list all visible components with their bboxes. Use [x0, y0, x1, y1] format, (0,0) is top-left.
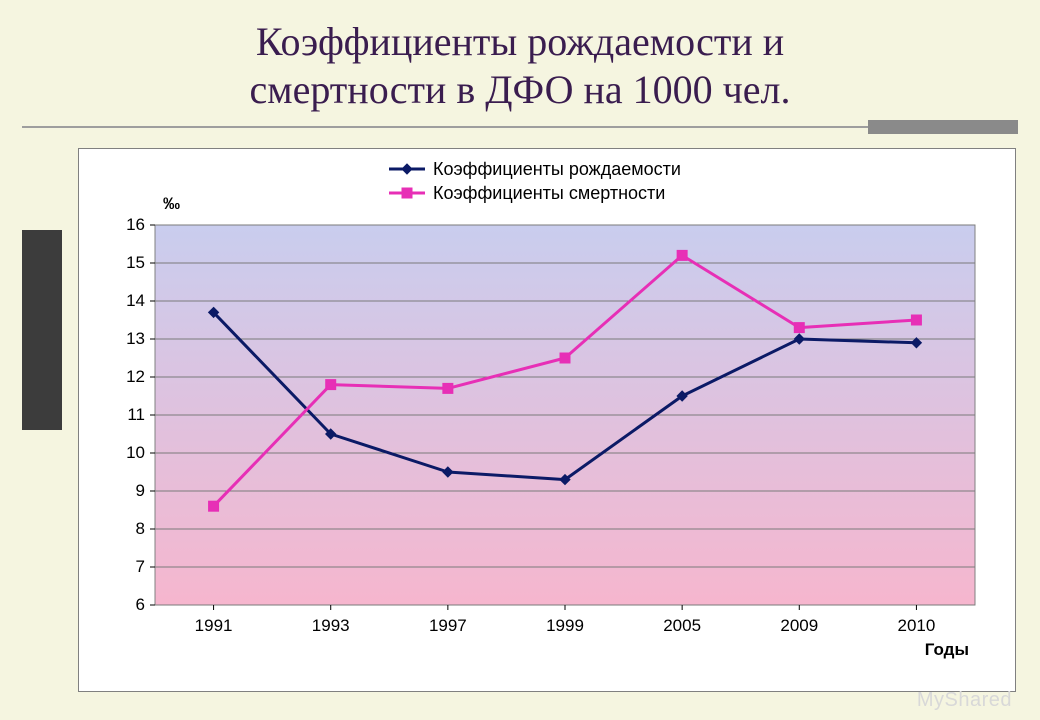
- svg-text:15: 15: [126, 253, 145, 272]
- svg-text:2010: 2010: [898, 616, 936, 635]
- title-line-2: смертности в ДФО на 1000 чел.: [250, 67, 791, 112]
- svg-text:13: 13: [126, 329, 145, 348]
- svg-text:1991: 1991: [195, 616, 233, 635]
- svg-text:10: 10: [126, 443, 145, 462]
- svg-text:7: 7: [136, 557, 145, 576]
- slide-side-accent: [22, 230, 62, 430]
- svg-text:11: 11: [127, 405, 145, 424]
- svg-text:‰: ‰: [163, 194, 180, 213]
- chart-svg: 6 7 8 9 10 11 12 13 14 15 16 1991 1993 1997 1999 2005 20…: [79, 149, 1015, 691]
- watermark: MyShared: [917, 689, 1012, 712]
- svg-text:2009: 2009: [780, 616, 818, 635]
- slide-title: Коэффициенты рождаемости и смертности в …: [0, 18, 1040, 114]
- svg-text:6: 6: [136, 595, 145, 614]
- svg-text:9: 9: [136, 481, 145, 500]
- svg-text:14: 14: [126, 291, 145, 310]
- svg-text:2005: 2005: [663, 616, 701, 635]
- svg-text:Коэффициенты смертности: Коэффициенты смертности: [433, 183, 665, 203]
- chart-panel: 6 7 8 9 10 11 12 13 14 15 16 1991 1993 1997 1999 2005 20…: [78, 148, 1016, 692]
- svg-text:8: 8: [136, 519, 145, 538]
- svg-text:1993: 1993: [312, 616, 350, 635]
- svg-text:1999: 1999: [546, 616, 584, 635]
- svg-text:16: 16: [126, 215, 145, 234]
- svg-text:12: 12: [126, 367, 145, 386]
- svg-text:Годы: Годы: [925, 640, 969, 659]
- svg-text:Коэффициенты рождаемости: Коэффициенты рождаемости: [433, 159, 681, 179]
- svg-text:1997: 1997: [429, 616, 467, 635]
- title-rule-accent: [868, 120, 1018, 134]
- title-line-1: Коэффициенты рождаемости и: [256, 19, 784, 64]
